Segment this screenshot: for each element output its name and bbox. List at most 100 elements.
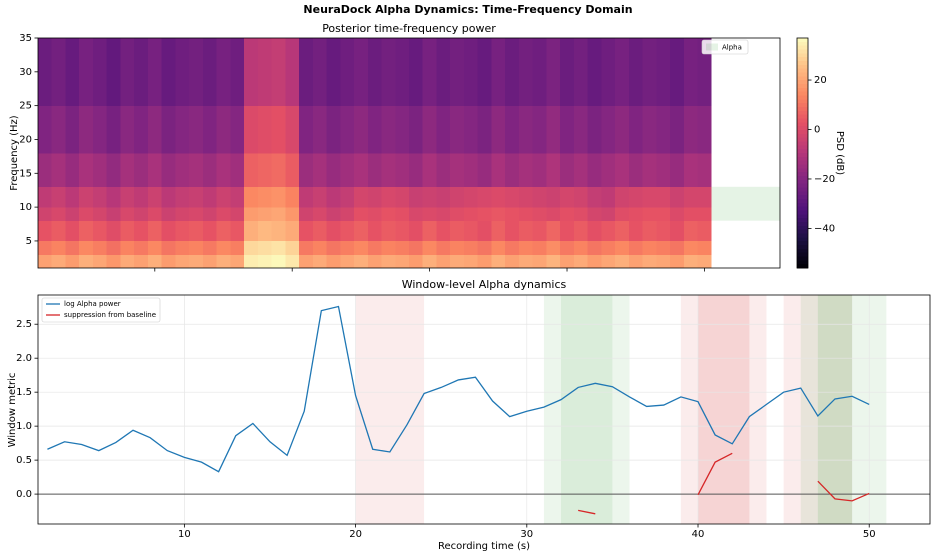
heatmap-cell (230, 38, 245, 106)
heatmap-cell (189, 186, 204, 208)
heatmap-cell (615, 153, 630, 188)
heatmap-cell (422, 38, 437, 106)
heatmap-cell (147, 153, 162, 188)
heatmap-cell (367, 207, 382, 221)
heatmap-cell (216, 38, 231, 106)
heatmap-cell (312, 207, 327, 221)
heatmap-cell (560, 38, 575, 106)
heatmap-cell (285, 220, 300, 242)
heatmap-cell (312, 254, 327, 268)
heatmap-cell (683, 220, 698, 242)
heatmap-cell (65, 105, 80, 154)
heatmap-cell (147, 38, 162, 106)
colorbar-label: PSD (dB) (834, 131, 845, 175)
colorbar-tick-label: −40 (814, 223, 835, 234)
colorbar-frame (796, 37, 809, 269)
heatmap-cell (573, 207, 588, 221)
heatmap-cell (299, 105, 314, 154)
heatmap-cell (79, 254, 94, 268)
y-tick-label: 35 (19, 33, 32, 44)
heatmap-cell (299, 207, 314, 221)
heatmap-cell (463, 186, 479, 208)
heatmap-cell (601, 153, 616, 188)
heatmap-cell (436, 254, 451, 268)
heatmap-cell (257, 240, 272, 255)
heatmap-cell (477, 186, 492, 208)
heatmap-cell (271, 153, 286, 188)
heatmap-cell (395, 240, 410, 255)
heatmap-cell (271, 186, 286, 208)
heatmap-cell (51, 240, 66, 255)
heatmap-cell (670, 153, 685, 188)
series-line (578, 509, 596, 515)
heatmap-cell (38, 240, 53, 255)
heatmap-cell (463, 38, 479, 106)
heatmap-cell (560, 240, 575, 255)
heatmap-cell (656, 186, 671, 208)
heatmap-cell (38, 153, 53, 188)
heatmap-cell (340, 240, 355, 255)
heatmap-cell (656, 153, 671, 188)
heatmap-cell (92, 38, 108, 106)
heatmap-cell (683, 38, 698, 106)
heatmap-cell (340, 186, 355, 208)
heatmap-cell (628, 105, 643, 154)
y-tick-label: 5 (26, 236, 32, 247)
heatmap-cell (409, 38, 424, 106)
heatmap-cell (601, 38, 616, 106)
heatmap-cell (271, 240, 286, 255)
heatmap-cell (79, 220, 94, 242)
colorbar-step (797, 222, 808, 227)
heatmap-cell (230, 153, 245, 188)
heatmap-cell (628, 240, 643, 255)
heatmap-cell (656, 38, 671, 106)
heatmap-cell (354, 220, 369, 242)
heatmap-cell (505, 220, 520, 242)
heatmap-cell (161, 186, 176, 208)
heatmap-cell (106, 38, 121, 106)
heatmap-cell (560, 220, 575, 242)
heatmap-cell (670, 105, 685, 154)
heatmap-cell (299, 240, 314, 255)
heatmap-cell (216, 105, 231, 154)
heatmap-cell (257, 207, 272, 221)
heatmap-cell (202, 153, 217, 188)
heatmap-cell (697, 38, 712, 106)
event-span (561, 295, 613, 524)
legend-label: Alpha (722, 44, 742, 52)
heatmap-cell (354, 240, 369, 255)
heatmap-cell (683, 153, 698, 188)
heatmap-cell (134, 254, 149, 268)
heatmap-cell (518, 207, 533, 221)
heatmap-cell (65, 38, 80, 106)
colorbar-step (797, 130, 808, 135)
colorbar-step (797, 68, 808, 73)
heatmap-cell (642, 207, 657, 221)
heatmap-cell (381, 207, 396, 221)
heatmap-cell (65, 220, 80, 242)
heatmap-cell (147, 240, 162, 255)
heatmap-cell (656, 240, 671, 255)
heatmap-cell (299, 254, 314, 268)
heatmap-cell (202, 220, 217, 242)
heatmap-cell (381, 254, 396, 268)
heatmap-cell (51, 186, 66, 208)
heatmap-cell (587, 240, 602, 255)
heatmap-cell (409, 105, 424, 154)
colorbar-step (797, 168, 808, 173)
heatmap-cell (65, 207, 80, 221)
heatmap-cell (230, 240, 245, 255)
heatmap-cell (147, 105, 162, 154)
heatmap-cell (491, 254, 506, 268)
heatmap-cell (409, 240, 424, 255)
heatmap-cell (642, 186, 657, 208)
heatmap-cell (120, 153, 135, 188)
heatmap-cell (436, 220, 451, 242)
colorbar-step (797, 153, 808, 158)
heatmap-cell (642, 38, 657, 106)
heatmap-cell (450, 186, 465, 208)
heatmap-cell (670, 220, 685, 242)
colorbar-step (797, 114, 808, 119)
colorbar-step (797, 95, 808, 100)
heatmap-cell (354, 105, 369, 154)
